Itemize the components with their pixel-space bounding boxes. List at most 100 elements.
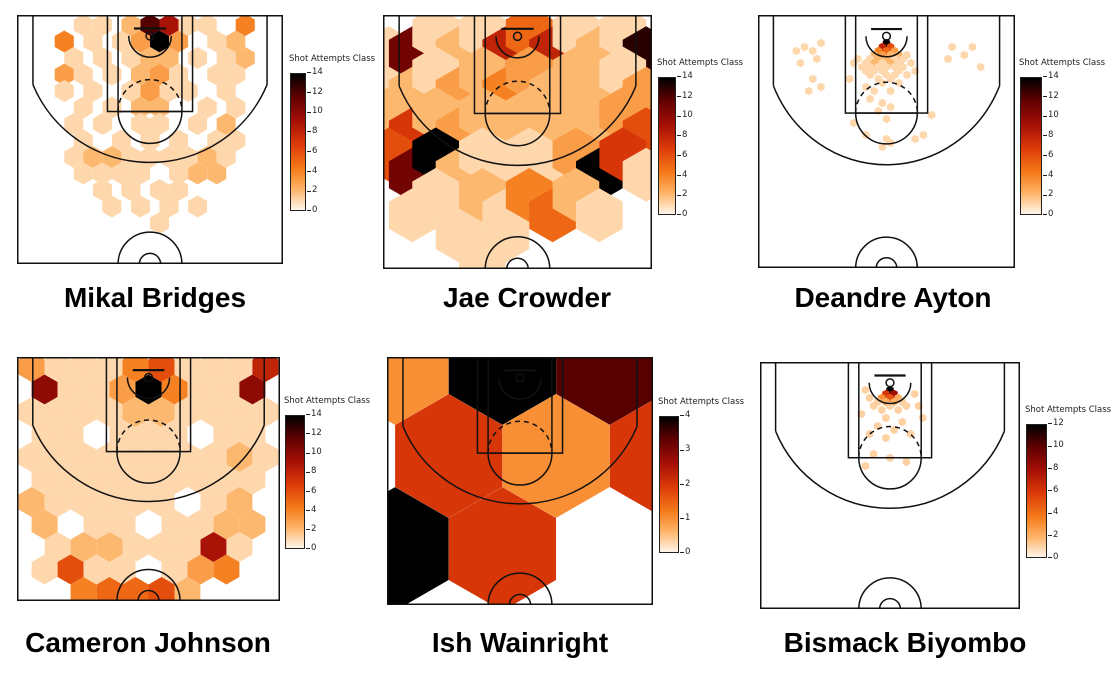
hexbin [861,385,870,395]
hexbin [448,487,556,605]
hexbin [150,113,169,135]
player-name: Ish Wainright [431,627,609,658]
hexbin [213,464,240,495]
hexbin [54,63,74,86]
hexbin [31,509,58,540]
hexbin [44,397,71,427]
colorbar-tick-label: 6 [306,145,318,156]
hexbin [213,509,240,540]
court-lines [17,357,280,601]
hexbin [869,449,878,459]
colorbar [1020,77,1042,215]
player-name: Jae Crowder [442,282,612,313]
colorbar-tick-label: 2 [676,189,688,200]
hexbin [216,47,236,69]
hexbin [159,15,179,36]
hexbin [226,63,246,86]
hexbin [817,82,825,92]
hexbin [878,405,886,415]
hexbin [809,46,817,56]
colorbar-title: Shot Attempts Class [284,396,371,406]
hexbin [111,129,131,152]
hexbin [111,162,131,185]
hexbin [869,401,878,411]
colorbar-tick-label: 10 [307,106,323,117]
court-plot [383,15,652,269]
colorbar-tick-label: 2 [679,478,691,489]
hexbin [188,113,208,135]
hexbin [169,129,189,152]
hexbin [131,113,150,135]
hexbin [576,188,623,243]
colorbar-tick-label: 1 [679,512,691,523]
hexbin [148,532,175,562]
hexbin [800,42,809,52]
hexbin [18,442,45,472]
colorbar-tick-label: 12 [677,90,693,101]
hexbin [44,357,71,382]
hexbin [174,442,201,472]
colorbar-tick-label: 0 [1042,209,1054,219]
hexbin [18,397,45,427]
hexbin [187,509,214,540]
hexbin [122,487,149,517]
player-name: Bismack Biyombo [783,627,1027,658]
hexbin [927,110,936,120]
colorbar-tick-label: 12 [307,86,323,97]
hexbin [226,129,246,152]
hexbin [150,30,169,53]
hexbin [148,577,175,601]
colorbar-tick-label: 4 [1047,507,1059,518]
colorbar-tick-label: 6 [305,485,317,496]
hexbin [57,464,84,495]
hexbin [121,80,141,102]
hexbin [200,487,227,517]
hexbin [96,487,123,517]
hexbin [70,487,97,517]
hexbin [207,162,227,185]
hexbin [200,397,227,427]
hexbin [73,162,93,185]
colorbar-title: Shot Attempts Class [289,54,376,64]
colorbar [285,415,305,549]
hexbin [482,208,530,263]
colorbar-tick-label: 8 [676,130,688,141]
hexbin [174,357,201,382]
hexbin [122,532,149,562]
hexbin [83,80,103,102]
hexbin [187,554,214,585]
hexbin [207,30,227,53]
hexbin [73,96,93,119]
hexbin [903,50,911,60]
hexbin [870,86,878,96]
colorbar-title: Shot Attempts Class [658,397,745,407]
hexbin [886,74,895,84]
hexbin [169,30,189,53]
hexbin [96,397,123,427]
hexbin [148,397,175,427]
hexbin [216,146,236,168]
hexbin [31,464,58,495]
hexbin [200,442,227,472]
hexbin [70,577,97,601]
hexbin [83,30,103,53]
hexbin [109,509,136,540]
hexbin [902,457,911,467]
hexbin [882,433,890,443]
hexbin [902,401,911,411]
hexbin [874,106,882,116]
hexbin [18,357,45,382]
hexbin [31,419,58,450]
colorbar-tick-label: 0 [676,209,688,219]
hexbin [226,397,253,427]
colorbar-tick-label: 2 [1042,189,1054,200]
hexbin [845,74,854,84]
hexbin [188,162,208,185]
hexbin [894,405,902,415]
court-plot [387,357,653,605]
hexbin [252,442,279,472]
colorbar-tick-label: 6 [1042,149,1054,160]
hexbin [159,146,179,168]
hexbin [239,419,266,450]
hexbin [70,532,97,562]
